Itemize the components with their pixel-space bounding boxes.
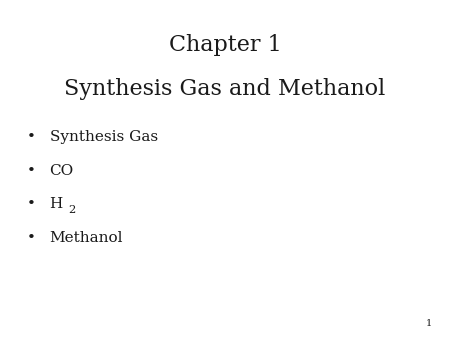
Text: •: • <box>27 197 36 212</box>
Text: Synthesis Gas: Synthesis Gas <box>50 130 158 144</box>
Text: 1: 1 <box>426 319 432 328</box>
Text: Chapter 1: Chapter 1 <box>169 34 281 56</box>
Text: •: • <box>27 130 36 144</box>
Text: •: • <box>27 164 36 178</box>
Text: Synthesis Gas and Methanol: Synthesis Gas and Methanol <box>64 78 386 100</box>
Text: Methanol: Methanol <box>50 231 123 245</box>
Text: CO: CO <box>50 164 74 178</box>
Text: 2: 2 <box>68 205 76 215</box>
Text: •: • <box>27 231 36 245</box>
Text: H: H <box>50 197 63 212</box>
